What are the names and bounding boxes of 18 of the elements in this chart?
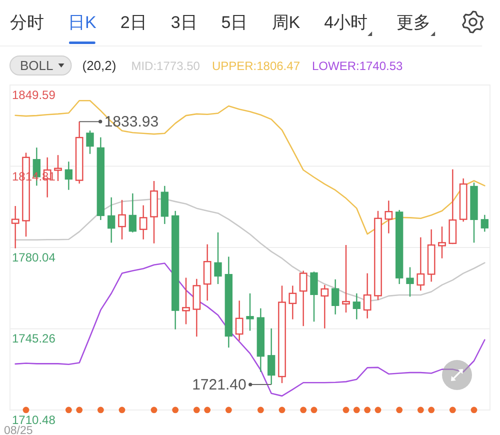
tab-label: 更多: [396, 13, 431, 32]
legend-item: UPPER:1806.47: [212, 59, 300, 73]
button-indicator: BOLL: [10, 56, 72, 76]
tab-label: 5日: [221, 13, 248, 32]
tab-label: 2日: [120, 13, 147, 32]
annotation: 1721.40: [192, 376, 246, 394]
x-axis-labels: 08/25: [4, 425, 33, 435]
tab-label: 4小时: [324, 13, 368, 32]
indicator-parameters: (20,2): [82, 58, 116, 73]
y-tick-label: 1849.59: [12, 88, 56, 102]
y-tick-label: 1745.26: [12, 332, 56, 346]
legend-item: LOWER:1740.53: [312, 59, 403, 73]
tab-label: 分时: [10, 13, 44, 32]
tab-label: 周K: [272, 13, 300, 32]
tab-label-selected: 日K: [68, 13, 96, 32]
y-tick-label: 1710.48: [12, 413, 56, 427]
y-tick-label: 1780.04: [12, 250, 56, 264]
tab-label: 3日: [170, 13, 198, 32]
